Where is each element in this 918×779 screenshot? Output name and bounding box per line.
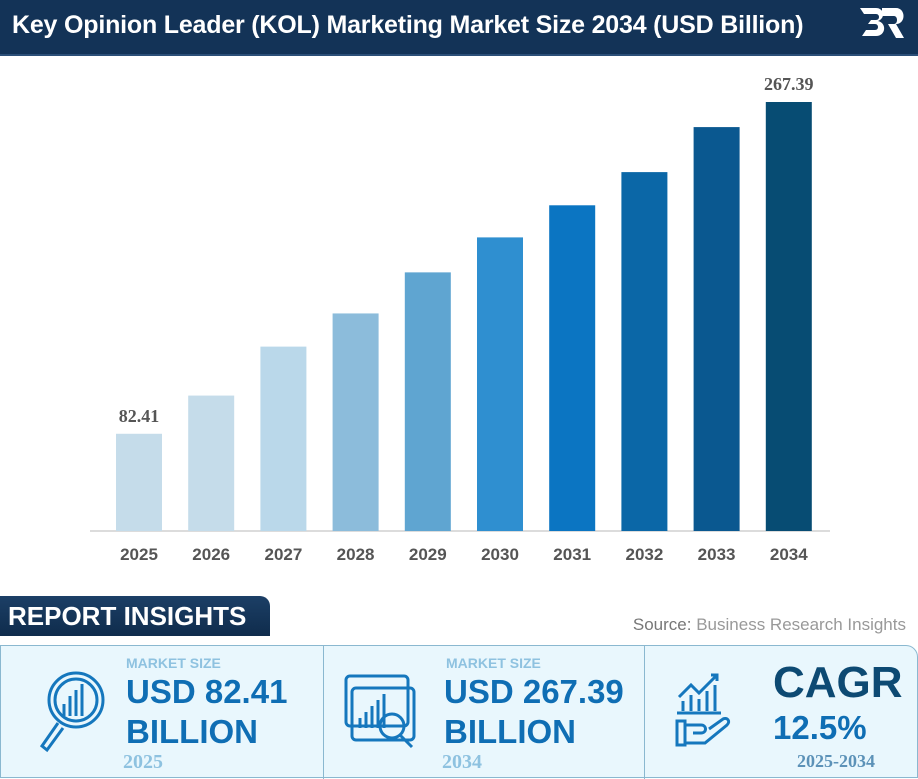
market-size-2034-card: MARKET SIZE USD 267.39 BILLION 2034 xyxy=(324,646,644,779)
x-tick-label: 2026 xyxy=(192,545,230,564)
bar-2030 xyxy=(477,237,523,532)
bar-2034 xyxy=(765,102,812,531)
data-label: 82.41 xyxy=(119,406,160,426)
bar-2031 xyxy=(549,205,596,532)
x-tick-label: 2025 xyxy=(120,545,158,564)
bar-2026 xyxy=(188,395,235,531)
source-text: Source: Business Research Insights xyxy=(632,615,906,634)
bar-2027 xyxy=(260,346,307,531)
x-tick-label: 2028 xyxy=(337,545,375,564)
x-tick-label: 2029 xyxy=(409,545,447,564)
data-label: 267.39 xyxy=(764,74,814,94)
header: Key Opinion Leader (KOL) Marketing Marke… xyxy=(0,0,918,56)
x-tick-label: 2027 xyxy=(264,545,302,564)
x-tick-label: 2033 xyxy=(698,545,736,564)
dashboard-magnifier-icon xyxy=(344,674,416,749)
bar-2033 xyxy=(693,127,740,532)
x-tick-label: 2034 xyxy=(770,545,808,564)
bar-2028 xyxy=(332,313,379,531)
bar-2029 xyxy=(404,272,451,531)
bar-chart: 2025 82.41 2026 2027 2028 2029 2030 2031 2032 203… xyxy=(90,74,830,564)
market-size-2025-card: MARKET SIZE USD 82.41 BILLION 2025 xyxy=(1,646,323,779)
report-insights-title: REPORT INSIGHTS xyxy=(0,596,270,636)
x-tick-label: 2032 xyxy=(625,545,663,564)
chart-title: Key Opinion Leader (KOL) Marketing Marke… xyxy=(12,11,804,39)
cagr-card: CAGR 12.5% 2025-2034 xyxy=(645,646,918,779)
magnifier-chart-icon xyxy=(39,671,105,753)
bar-2025 xyxy=(116,433,162,531)
bar-2032 xyxy=(621,172,668,531)
insights-panel: MARKET SIZE USD 82.41 BILLION 2025 MARKE… xyxy=(0,645,918,779)
x-tick-label: 2031 xyxy=(553,545,591,564)
x-tick-label: 2030 xyxy=(481,545,519,564)
hand-growth-chart-icon xyxy=(675,673,731,747)
logo-icon xyxy=(860,8,904,38)
